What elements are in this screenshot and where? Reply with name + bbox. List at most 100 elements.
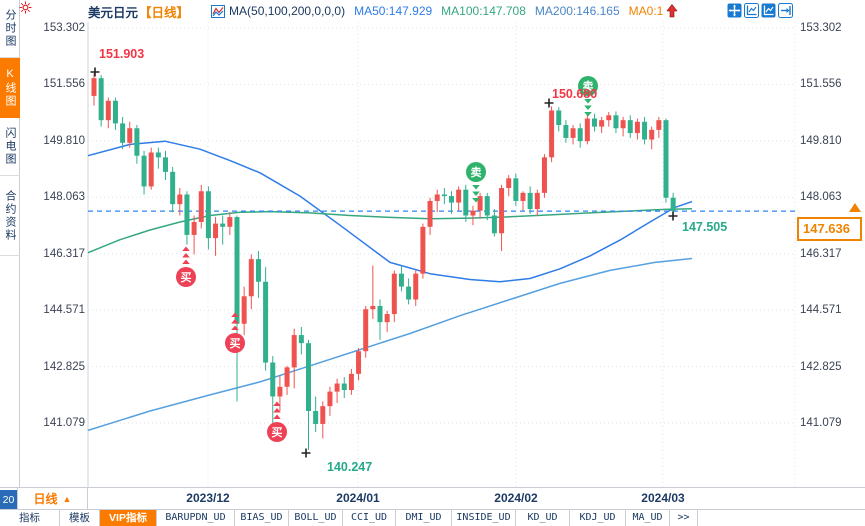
price-label: 149.810 (800, 134, 842, 147)
svg-text:买: 买 (181, 271, 192, 284)
buy-signal-marker: 买 (267, 401, 287, 442)
candle (527, 186, 533, 214)
axis-scale-icon[interactable] (744, 3, 759, 18)
price-label: 142.825 (800, 360, 842, 373)
month-label: 2023/12 (186, 491, 230, 505)
price-label: 146.317 (800, 247, 842, 260)
price-label: 144.571 (43, 304, 85, 317)
tab-boll_ud[interactable]: BOLL_UD (289, 510, 343, 526)
sidebar-item-3[interactable]: 闪电图 (0, 118, 20, 176)
candle (613, 111, 619, 134)
candle (534, 189, 540, 216)
tab-ma_ud[interactable]: MA_UD (626, 510, 670, 526)
candle (356, 347, 362, 381)
ma-line-ma50 (87, 140, 693, 283)
tab-cci_ud[interactable]: CCI_UD (343, 510, 396, 526)
last-price-up-arrow-icon (849, 203, 861, 212)
candle (599, 116, 605, 134)
candle (227, 212, 233, 235)
tab-[interactable]: 指标 (0, 510, 60, 526)
candle (427, 197, 433, 235)
candle (377, 299, 383, 340)
candle (191, 215, 197, 255)
ma-legend-item: MA50:147.929 (354, 4, 433, 18)
sidebar-item-2[interactable]: K线图 (0, 58, 20, 118)
candle (105, 97, 111, 129)
price-annotation: 150.680 (544, 87, 597, 108)
candle (406, 278, 412, 305)
tab-barupdn_ud[interactable]: BARUPDN_UD (157, 510, 235, 526)
candle (634, 118, 640, 140)
tab-vip[interactable]: VIP指标 (100, 510, 157, 526)
year-box: 20 (0, 490, 17, 509)
candle (513, 173, 519, 206)
candle (549, 106, 555, 163)
candle (263, 267, 269, 371)
last-price-label: 147.636 (797, 217, 862, 241)
candle (570, 125, 576, 145)
candle (348, 368, 354, 395)
candle (413, 270, 419, 306)
candle (334, 378, 340, 403)
candle (234, 215, 240, 402)
pan-right-icon[interactable] (778, 3, 793, 18)
period-selector[interactable]: 日线 ▲ (17, 488, 88, 510)
indicator-tab-bar: 指标 模板 VIP指标 BARUPDN_UD BIAS_UD BOLL_UD CCI_UD D… (0, 509, 865, 526)
candle (398, 265, 404, 292)
period-selector-label: 日线 (33, 492, 58, 506)
candle (213, 217, 219, 256)
candle (656, 116, 662, 138)
candle (306, 339, 311, 450)
sidebar-item-4[interactable]: 合约资料 (0, 176, 20, 256)
svg-text:买: 买 (272, 426, 283, 439)
period-tag: 【日线】 (139, 5, 190, 20)
month-label: 2024/02 (494, 491, 538, 505)
candle (170, 167, 176, 213)
price-label: 144.571 (800, 304, 842, 317)
ma-legend-item: MA200:146.165 (534, 4, 620, 18)
sidebar-item-1[interactable]: 分时图 (0, 0, 20, 58)
candle (91, 73, 97, 106)
tab-inside_ud[interactable]: INSIDE_UD (452, 510, 516, 526)
candle (241, 286, 247, 336)
candle (484, 192, 490, 221)
candle (420, 223, 426, 279)
red-up-arrow-icon (666, 4, 678, 18)
axis-scale-active-icon[interactable] (761, 3, 776, 18)
candle (556, 107, 562, 132)
candle (341, 377, 347, 399)
candle (499, 184, 505, 252)
price-label: 151.556 (800, 78, 842, 91)
candle (627, 115, 633, 138)
candle (577, 123, 583, 148)
candle (255, 251, 261, 298)
candle (112, 97, 118, 130)
top-legend-bar: 美元日元 【日线】 MA(50,100,200,0,0,0) MA50:147.… (0, 0, 865, 22)
candle (592, 113, 597, 132)
price-label: 146.317 (43, 247, 85, 260)
time-axis-row: 20 日线 ▲ 2023/12 2024/01 2024/02 2024/03 (0, 487, 865, 510)
candle (184, 191, 190, 245)
price-annotation: 147.505 (668, 211, 727, 234)
candle (163, 150, 168, 180)
candle (327, 386, 333, 416)
candle (541, 154, 547, 198)
tab-kdj_ud[interactable]: KDJ_UD (570, 510, 626, 526)
move-tool-icon[interactable] (727, 3, 742, 18)
candle (141, 150, 147, 195)
tab-[interactable]: >> (670, 510, 698, 526)
tab-[interactable]: 模板 (60, 510, 100, 526)
candle (155, 147, 161, 169)
month-label: 2024/01 (336, 491, 380, 505)
line-chart-icon (211, 4, 226, 18)
tab-bias_ud[interactable]: BIAS_UD (235, 510, 289, 526)
price-label: 151.556 (43, 78, 85, 91)
candle (649, 126, 655, 150)
candle (98, 74, 104, 127)
candle (120, 116, 126, 150)
price-label: 149.810 (43, 134, 85, 147)
tab-kd_ud[interactable]: KD_UD (516, 510, 570, 526)
tab-dmi_ud[interactable]: DMI_UD (396, 510, 452, 526)
